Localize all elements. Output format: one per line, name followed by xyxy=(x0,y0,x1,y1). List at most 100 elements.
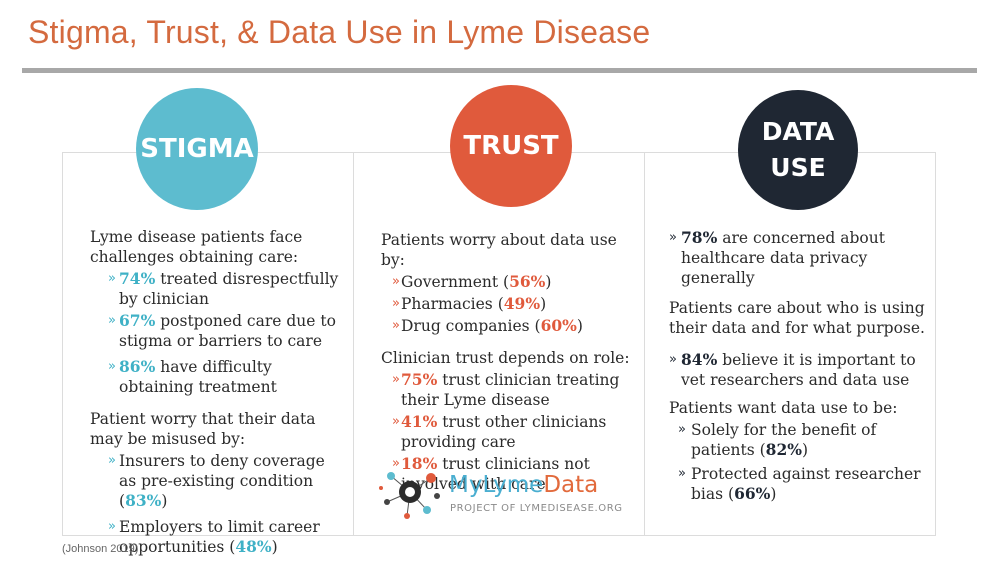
stat-value: 48% xyxy=(235,537,272,556)
item-text: Employers to limit career opportunities … xyxy=(119,518,320,556)
trust-list2: » 75% trust clinician treating their Lyme… xyxy=(381,370,636,494)
list-item: » 18% trust clinicians not involved with … xyxy=(381,454,636,494)
stat-value: 66% xyxy=(734,484,771,503)
close-paren: ) xyxy=(161,492,168,510)
bullet-marker: » xyxy=(108,271,116,286)
trust-panel xyxy=(353,152,645,536)
stigma-circle: STIGMA xyxy=(136,88,258,210)
stat-value: 75% xyxy=(401,370,438,389)
logo-my: MyLyme xyxy=(449,472,544,498)
close-paren: ) xyxy=(540,295,547,313)
list-item: » 41% trust other clinicians providing ca… xyxy=(381,412,636,452)
bullet-marker: » xyxy=(392,372,400,387)
close-paren: ) xyxy=(770,485,777,503)
stat-text: trust clinician treating their Lyme dise… xyxy=(401,371,620,409)
network-dots-icon xyxy=(379,472,440,519)
list-item: » Government (56%) xyxy=(381,272,636,292)
list-item: » Pharmacies (49%) xyxy=(381,294,636,314)
stat-text: are concerned about healthcare data priv… xyxy=(681,229,885,287)
stat-value: 60% xyxy=(540,316,577,335)
list-item: » 84% believe it is important to vet rese… xyxy=(669,350,929,390)
stigma-content: Lyme disease patients face challenges ob… xyxy=(90,227,345,559)
bullet-marker: » xyxy=(108,453,116,468)
stat-text: postponed care due to stigma or barriers… xyxy=(119,312,336,350)
stat-text: trust clinicians not involved with care xyxy=(401,455,590,493)
stat-text: have difficulty obtaining treatment xyxy=(119,358,277,396)
item-text: Drug companies ( xyxy=(401,317,541,335)
list-item: » Solely for the benefit of patients (82%… xyxy=(669,420,929,460)
stat-text: believe it is important to vet researche… xyxy=(681,351,916,389)
list-item: » 86% have difficulty obtaining treatment xyxy=(90,357,345,397)
close-paren: ) xyxy=(545,273,552,291)
data-use-stat2: » 84% believe it is important to vet rese… xyxy=(669,350,929,390)
trust-list: » Government (56%) » Pharmacies (49%) » Dru… xyxy=(381,272,636,336)
logo-data: Data xyxy=(543,472,599,498)
data-use-para: Patients care about who is using their d… xyxy=(669,299,925,337)
bullet-marker: » xyxy=(678,466,686,481)
data-use-circle: DATA USE xyxy=(738,90,858,210)
slide-title: Stigma, Trust, & Data Use in Lyme Diseas… xyxy=(28,14,651,50)
bullet-marker: » xyxy=(392,414,400,429)
list-item: » 75% trust clinician treating their Lyme… xyxy=(381,370,636,410)
title-divider xyxy=(22,68,977,73)
bullet-marker: » xyxy=(392,274,400,289)
data-use-list: » Solely for the benefit of patients (82%… xyxy=(669,420,929,504)
stat-value: 83% xyxy=(125,491,162,510)
data-use-heading-line2: USE xyxy=(770,153,826,182)
bullet-marker: » xyxy=(108,313,116,328)
data-use-content: » 78% are concerned about healthcare data… xyxy=(669,228,929,506)
stat-value: 56% xyxy=(509,272,546,291)
stigma-heading: STIGMA xyxy=(140,134,254,164)
close-paren: ) xyxy=(801,441,809,459)
list-item: » Protected against researcher bias (66%) xyxy=(669,464,929,504)
trust-circle: TRUST xyxy=(450,85,572,207)
list-item: » 74% treated disrespectfully by clinicia… xyxy=(90,269,345,309)
trust-heading: TRUST xyxy=(463,131,559,161)
stigma-intro: Lyme disease patients face challenges ob… xyxy=(90,228,303,266)
data-use-panel xyxy=(644,152,936,536)
stat-value: 18% xyxy=(401,454,438,473)
bullet-marker: » xyxy=(108,359,116,374)
bullet-marker: » xyxy=(392,456,400,471)
data-use-intro: Patients want data use to be: xyxy=(669,399,898,417)
stat-value: 82% xyxy=(765,440,802,459)
stigma-list: » 74% treated disrespectfully by clinicia… xyxy=(90,269,345,397)
bullet-marker: » xyxy=(392,296,400,311)
mylymedata-logo: MyLymeData PROJECT OF LYMEDISEASE.ORG xyxy=(377,466,637,522)
list-item: » Insurers to deny coverage as pre-existi… xyxy=(90,451,345,511)
stat-value: 49% xyxy=(503,294,541,313)
stat-value: 74% xyxy=(119,269,156,288)
stigma-list2: » Insurers to deny coverage as pre-existi… xyxy=(90,451,345,557)
close-paren: ) xyxy=(271,538,278,556)
stigma-panel xyxy=(62,152,354,536)
data-use-stat1: » 78% are concerned about healthcare data… xyxy=(669,228,929,288)
item-text: Insurers to deny coverage as pre-existin… xyxy=(119,452,325,510)
close-paren: ) xyxy=(576,317,583,335)
bullet-marker: » xyxy=(108,519,116,534)
citation: (Johnson 2019) xyxy=(62,543,139,555)
stat-text: trust other clinicians providing care xyxy=(401,413,607,451)
bullet-marker: » xyxy=(669,230,677,245)
list-item: » 67% postponed care due to stigma or bar… xyxy=(90,311,345,351)
trust-intro: Patients worry about data use by: xyxy=(381,231,617,269)
bullet-marker: » xyxy=(678,422,686,437)
stat-value: 86% xyxy=(119,357,156,376)
stat-value: 67% xyxy=(119,311,156,330)
item-text: Protected against researcher bias ( xyxy=(691,465,921,503)
data-use-heading-line1: DATA xyxy=(761,116,835,146)
stat-value: 84% xyxy=(681,350,718,369)
stat-value: 78% xyxy=(681,228,718,247)
list-item: » Drug companies (60%) xyxy=(381,316,636,336)
stat-value: 41% xyxy=(401,412,438,431)
list-item: » 78% are concerned about healthcare data… xyxy=(669,228,929,288)
stat-text: treated disrespectfully by clinician xyxy=(119,270,339,308)
stigma-intro2: Patient worry that their data may be mis… xyxy=(90,410,316,448)
item-text: Pharmacies ( xyxy=(401,295,504,313)
logo-wordmark: MyLymeData xyxy=(449,472,598,498)
trust-intro2: Clinician trust depends on role: xyxy=(381,349,630,367)
logo-subtitle: PROJECT OF LYMEDISEASE.ORG xyxy=(450,503,623,514)
trust-content: Patients worry about data use by: » Gover… xyxy=(381,230,636,496)
item-text: Government ( xyxy=(401,273,510,291)
list-item: » Employers to limit career opportunities… xyxy=(90,517,345,557)
bullet-marker: » xyxy=(392,318,400,333)
